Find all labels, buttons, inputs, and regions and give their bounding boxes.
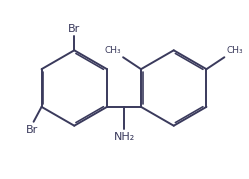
Text: CH₃: CH₃ bbox=[105, 46, 121, 55]
Text: NH₂: NH₂ bbox=[113, 132, 135, 142]
Text: Br: Br bbox=[68, 24, 80, 34]
Text: CH₃: CH₃ bbox=[226, 46, 243, 55]
Text: Br: Br bbox=[25, 125, 38, 135]
